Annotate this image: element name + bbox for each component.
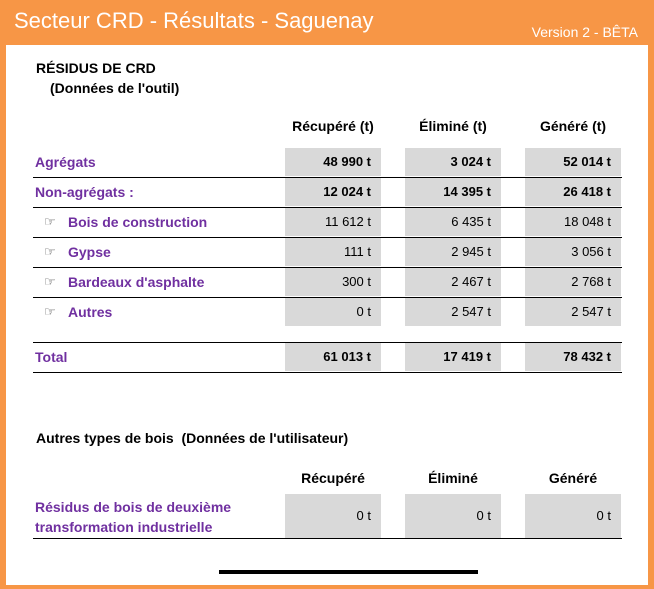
hand-pointer-icon: ☞ — [44, 274, 56, 289]
cell-total-genere[interactable]: 78 432 t — [525, 343, 621, 371]
row-label-total: Total — [35, 349, 68, 365]
total-top-divider — [33, 342, 622, 343]
hand-pointer-icon: ☞ — [44, 214, 56, 229]
bottom-bar — [219, 570, 478, 574]
cell-agregats-elimine[interactable]: 3 024 t — [405, 148, 501, 176]
row-label-bardeaux: Bardeaux d'asphalte — [68, 274, 205, 290]
cell-bardeaux-recupere[interactable]: 300 t — [285, 268, 381, 296]
cell-total-recupere[interactable]: 61 013 t — [285, 343, 381, 371]
section2-header-elimine: Éliminé — [428, 470, 478, 486]
cell-non-agregats-genere[interactable]: 26 418 t — [525, 178, 621, 206]
cell-bardeaux-elimine[interactable]: 2 467 t — [405, 268, 501, 296]
cell-bardeaux-genere[interactable]: 2 768 t — [525, 268, 621, 296]
cell-autres-elimine[interactable]: 2 547 t — [405, 298, 501, 326]
title-bar: Secteur CRD - Résultats - Saguenay Versi… — [0, 0, 654, 45]
row-divider — [33, 538, 622, 539]
row-divider — [33, 207, 622, 208]
total-bottom-divider — [33, 372, 622, 373]
cell-gypse-recupere[interactable]: 111 t — [285, 238, 381, 266]
cell-agregats-recupere[interactable]: 48 990 t — [285, 148, 381, 176]
section2-title: Autres types de bois (Données de l'utili… — [36, 430, 349, 446]
cell-residus-recupere[interactable]: 0 t — [285, 494, 381, 538]
row-label-line2: transformation industrielle — [35, 519, 213, 535]
column-header-elimine: Éliminé (t) — [419, 118, 487, 134]
row-divider — [33, 177, 622, 178]
section2-header-genere: Généré — [548, 470, 598, 486]
cell-gypse-genere[interactable]: 3 056 t — [525, 238, 621, 266]
version-label: Version 2 - BÊTA — [531, 24, 638, 40]
column-header-genere: Généré (t) — [539, 118, 607, 134]
cell-autres-recupere[interactable]: 0 t — [285, 298, 381, 326]
row-label-non-agregats: Non-agrégats : — [35, 184, 134, 200]
cell-gypse-elimine[interactable]: 2 945 t — [405, 238, 501, 266]
cell-non-agregats-recupere[interactable]: 12 024 t — [285, 178, 381, 206]
cell-residus-elimine[interactable]: 0 t — [405, 494, 501, 538]
section-title: RÉSIDUS DE CRD — [36, 60, 156, 76]
cell-autres-genere[interactable]: 2 547 t — [525, 298, 621, 326]
page-title: Secteur CRD - Résultats - Saguenay — [14, 8, 374, 33]
row-label-bois-construction: Bois de construction — [68, 214, 208, 230]
cell-total-elimine[interactable]: 17 419 t — [405, 343, 501, 371]
row-label-gypse: Gypse — [68, 244, 111, 260]
row-divider — [33, 237, 622, 238]
cell-residus-genere[interactable]: 0 t — [525, 494, 621, 538]
section2-header-recupere: Récupéré — [301, 470, 365, 486]
row-label-residus-bois: Résidus de bois de deuxième transformati… — [35, 497, 231, 537]
cell-bois-genere[interactable]: 18 048 t — [525, 208, 621, 236]
cell-agregats-genere[interactable]: 52 014 t — [525, 148, 621, 176]
row-label-autres: Autres — [68, 304, 113, 320]
cell-bois-elimine[interactable]: 6 435 t — [405, 208, 501, 236]
hand-pointer-icon: ☞ — [44, 244, 56, 259]
row-divider — [33, 267, 622, 268]
cell-bois-recupere[interactable]: 11 612 t — [285, 208, 381, 236]
row-label-line1: Résidus de bois de deuxième — [35, 499, 232, 515]
row-divider — [33, 297, 622, 298]
cell-non-agregats-elimine[interactable]: 14 395 t — [405, 178, 501, 206]
section-subtitle: (Données de l'outil) — [50, 80, 180, 96]
hand-pointer-icon: ☞ — [44, 304, 56, 319]
column-header-recupere: Récupéré (t) — [292, 118, 374, 134]
row-label-agregats: Agrégats — [35, 154, 96, 170]
